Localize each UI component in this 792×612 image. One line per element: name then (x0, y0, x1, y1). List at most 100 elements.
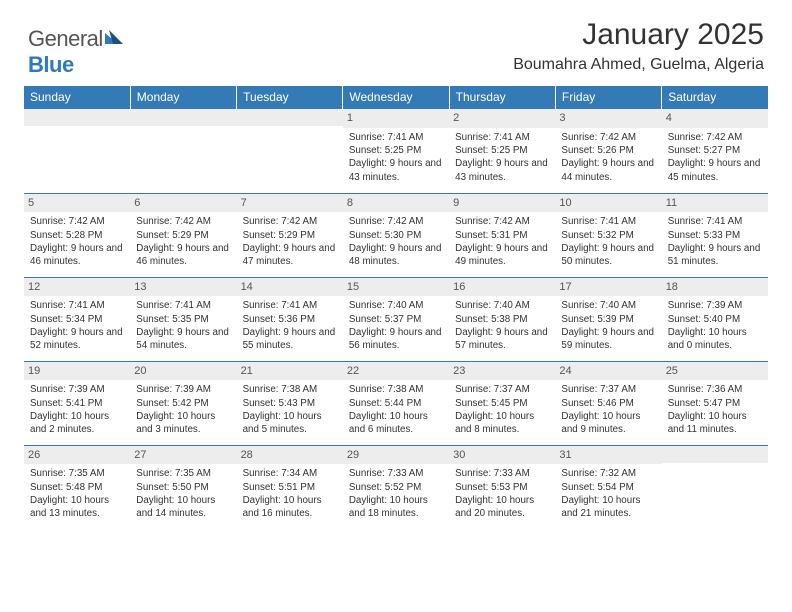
daylight-text: Daylight: 10 hours and 13 minutes. (30, 494, 124, 520)
day-number: 6 (130, 194, 236, 213)
day-body: Sunrise: 7:40 AMSunset: 5:39 PMDaylight:… (559, 299, 657, 352)
calendar-day-cell: 19Sunrise: 7:39 AMSunset: 5:41 PMDayligh… (24, 361, 130, 445)
sunrise-text: Sunrise: 7:40 AM (455, 299, 549, 312)
weekday-header: Thursday (449, 86, 555, 109)
sunrise-text: Sunrise: 7:42 AM (136, 215, 230, 228)
calendar-day-cell: 31Sunrise: 7:32 AMSunset: 5:54 PMDayligh… (555, 445, 661, 529)
daylight-text: Daylight: 9 hours and 46 minutes. (30, 242, 124, 268)
sunset-text: Sunset: 5:46 PM (561, 397, 655, 410)
sunrise-text: Sunrise: 7:41 AM (136, 299, 230, 312)
calendar-day-cell: 4Sunrise: 7:42 AMSunset: 5:27 PMDaylight… (662, 109, 768, 193)
day-body: Sunrise: 7:42 AMSunset: 5:28 PMDaylight:… (28, 215, 126, 268)
daylight-text: Daylight: 9 hours and 59 minutes. (561, 326, 655, 352)
day-body: Sunrise: 7:39 AMSunset: 5:40 PMDaylight:… (666, 299, 764, 352)
day-number: 5 (24, 194, 130, 213)
calendar-day-cell: 2 Sunrise: 7:41 AMSunset: 5:25 PMDaylight… (449, 109, 555, 193)
day-body: Sunrise: 7:33 AMSunset: 5:53 PMDaylight:… (453, 467, 551, 520)
weekday-header: Sunday (24, 86, 130, 109)
daylight-text: Daylight: 10 hours and 9 minutes. (561, 410, 655, 436)
day-body: Sunrise: 7:41 AMSunset: 5:33 PMDaylight:… (666, 215, 764, 268)
sunrise-text: Sunrise: 7:36 AM (668, 383, 762, 396)
daylight-text: Daylight: 10 hours and 21 minutes. (561, 494, 655, 520)
calendar-day-cell: 1Sunrise: 7:41 AMSunset: 5:25 PMDaylight… (343, 109, 449, 193)
sunset-text: Sunset: 5:25 PM (349, 144, 443, 157)
sunrise-text: Sunrise: 7:42 AM (455, 215, 549, 228)
day-body: Sunrise: 7:37 AMSunset: 5:45 PMDaylight:… (453, 383, 551, 436)
sunrise-text: Sunrise: 7:41 AM (30, 299, 124, 312)
daylight-text: Daylight: 10 hours and 6 minutes. (349, 410, 443, 436)
sunset-text: Sunset: 5:42 PM (136, 397, 230, 410)
day-body: Sunrise: 7:35 AMSunset: 5:50 PMDaylight:… (134, 467, 232, 520)
sunset-text: Sunset: 5:52 PM (349, 481, 443, 494)
calendar-day-cell: 5 Sunrise: 7:42 AMSunset: 5:28 PMDaylight… (24, 193, 130, 277)
sunset-text: Sunset: 5:48 PM (30, 481, 124, 494)
sunrise-text: Sunrise: 7:41 AM (668, 215, 762, 228)
day-number: 1 (343, 109, 449, 128)
daylight-text: Daylight: 10 hours and 20 minutes. (455, 494, 549, 520)
sunset-text: Sunset: 5:45 PM (455, 397, 549, 410)
day-number: 25 (662, 362, 768, 381)
calendar-week-row: 19Sunrise: 7:39 AMSunset: 5:41 PMDayligh… (24, 361, 768, 445)
sunrise-text: Sunrise: 7:39 AM (30, 383, 124, 396)
weekday-header: Wednesday (343, 86, 449, 109)
sunrise-text: Sunrise: 7:37 AM (455, 383, 549, 396)
day-number: 29 (343, 446, 449, 465)
day-number: 2 (449, 109, 555, 128)
daylight-text: Daylight: 9 hours and 43 minutes. (349, 157, 443, 183)
day-number: 23 (449, 362, 555, 381)
calendar-week-row: 12Sunrise: 7:41 AMSunset: 5:34 PMDayligh… (24, 277, 768, 361)
day-body: Sunrise: 7:42 AMSunset: 5:30 PMDaylight:… (347, 215, 445, 268)
day-number: 31 (555, 446, 661, 465)
day-body: Sunrise: 7:42 AMSunset: 5:31 PMDaylight:… (453, 215, 551, 268)
calendar-day-cell: 21Sunrise: 7:38 AMSunset: 5:43 PMDayligh… (237, 361, 343, 445)
sunrise-text: Sunrise: 7:34 AM (243, 467, 337, 480)
sunset-text: Sunset: 5:36 PM (243, 313, 337, 326)
day-body: Sunrise: 7:33 AMSunset: 5:52 PMDaylight:… (347, 467, 445, 520)
day-number: 11 (662, 194, 768, 213)
sunrise-text: Sunrise: 7:42 AM (349, 215, 443, 228)
calendar-day-cell: 9Sunrise: 7:42 AMSunset: 5:31 PMDaylight… (449, 193, 555, 277)
day-body: Sunrise: 7:41 AMSunset: 5:25 PMDaylight:… (453, 131, 551, 184)
daylight-text: Daylight: 10 hours and 11 minutes. (668, 410, 762, 436)
calendar-day-cell: 25Sunrise: 7:36 AMSunset: 5:47 PMDayligh… (662, 361, 768, 445)
calendar-day-cell: 8Sunrise: 7:42 AMSunset: 5:30 PMDaylight… (343, 193, 449, 277)
day-number (130, 109, 236, 126)
sunset-text: Sunset: 5:33 PM (668, 229, 762, 242)
sunrise-text: Sunrise: 7:39 AM (668, 299, 762, 312)
calendar-day-cell: 18 Sunrise: 7:39 AMSunset: 5:40 PMDayligh… (662, 277, 768, 361)
calendar-day-cell (130, 109, 236, 193)
day-number: 4 (662, 109, 768, 128)
sunrise-text: Sunrise: 7:40 AM (561, 299, 655, 312)
sunset-text: Sunset: 5:39 PM (561, 313, 655, 326)
daylight-text: Daylight: 10 hours and 8 minutes. (455, 410, 549, 436)
calendar-day-cell: 11 Sunrise: 7:41 AMSunset: 5:33 PMDayligh… (662, 193, 768, 277)
day-body: Sunrise: 7:40 AMSunset: 5:38 PMDaylight:… (453, 299, 551, 352)
sunset-text: Sunset: 5:51 PM (243, 481, 337, 494)
sunrise-text: Sunrise: 7:42 AM (668, 131, 762, 144)
day-number: 24 (555, 362, 661, 381)
sunset-text: Sunset: 5:26 PM (561, 144, 655, 157)
logo-word2: Blue (28, 52, 74, 77)
sunrise-text: Sunrise: 7:39 AM (136, 383, 230, 396)
sunrise-text: Sunrise: 7:41 AM (561, 215, 655, 228)
sunset-text: Sunset: 5:37 PM (349, 313, 443, 326)
day-body: Sunrise: 7:42 AMSunset: 5:29 PMDaylight:… (134, 215, 232, 268)
weekday-header: Tuesday (237, 86, 343, 109)
daylight-text: Daylight: 9 hours and 49 minutes. (455, 242, 549, 268)
day-number: 18 (662, 278, 768, 297)
daylight-text: Daylight: 10 hours and 0 minutes. (668, 326, 762, 352)
sunset-text: Sunset: 5:29 PM (243, 229, 337, 242)
day-number: 30 (449, 446, 555, 465)
day-number: 12 (24, 278, 130, 297)
daylight-text: Daylight: 9 hours and 54 minutes. (136, 326, 230, 352)
sunrise-text: Sunrise: 7:42 AM (243, 215, 337, 228)
day-number (24, 109, 130, 126)
calendar-day-cell: 6 Sunrise: 7:42 AMSunset: 5:29 PMDaylight… (130, 193, 236, 277)
weekday-header: Friday (555, 86, 661, 109)
sunset-text: Sunset: 5:38 PM (455, 313, 549, 326)
day-body: Sunrise: 7:41 AMSunset: 5:32 PMDaylight:… (559, 215, 657, 268)
calendar-day-cell (24, 109, 130, 193)
calendar-day-cell: 29 Sunrise: 7:33 AMSunset: 5:52 PMDayligh… (343, 445, 449, 529)
day-number (662, 446, 768, 463)
calendar-day-cell: 30 Sunrise: 7:33 AMSunset: 5:53 PMDayligh… (449, 445, 555, 529)
